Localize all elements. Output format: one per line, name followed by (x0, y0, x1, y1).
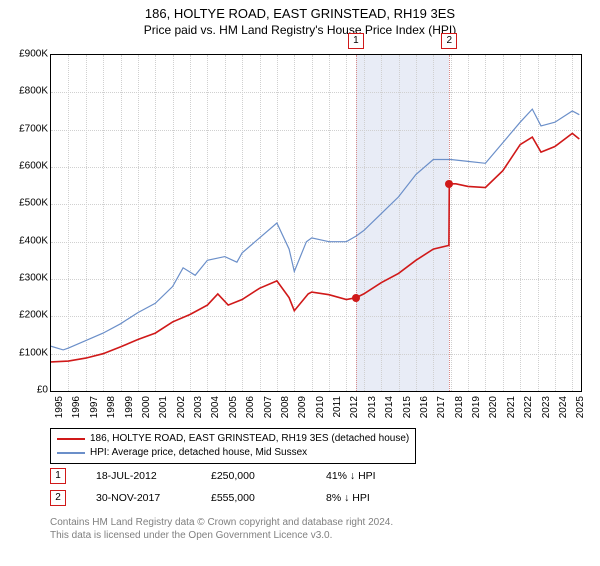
x-tick-label: 2025 (575, 396, 586, 418)
event-date: 18-JUL-2012 (96, 470, 181, 482)
event-row-2: 2 30-NOV-2017 £555,000 8% ↓ HPI (50, 490, 411, 506)
x-tick-label: 2018 (454, 396, 465, 418)
series-hpi (51, 109, 579, 350)
x-tick-label: 1997 (89, 396, 100, 418)
y-tick-label: £800K (2, 86, 48, 97)
x-tick-label: 2001 (158, 396, 169, 418)
event-delta: 8% ↓ HPI (326, 492, 411, 504)
y-tick-label: £400K (2, 235, 48, 246)
x-tick-label: 2014 (384, 396, 395, 418)
price-chart: 12 (50, 54, 582, 392)
x-tick-label: 2020 (488, 396, 499, 418)
footer-licence: This data is licensed under the Open Gov… (50, 529, 393, 542)
sale-dot-2 (445, 180, 453, 188)
chart-lines (51, 55, 581, 391)
x-tick-label: 2019 (471, 396, 482, 418)
sale-dot-1 (352, 294, 360, 302)
x-tick-label: 2000 (141, 396, 152, 418)
x-tick-label: 2006 (245, 396, 256, 418)
legend-swatch (57, 452, 85, 454)
footer-copyright: Contains HM Land Registry data © Crown c… (50, 516, 393, 529)
event-box: 1 (50, 468, 66, 484)
x-tick-label: 2007 (263, 396, 274, 418)
title-subtitle: Price paid vs. HM Land Registry's House … (0, 23, 600, 37)
x-tick-label: 2003 (193, 396, 204, 418)
event-date: 30-NOV-2017 (96, 492, 181, 504)
x-tick-label: 1998 (106, 396, 117, 418)
title-address: 186, HOLTYE ROAD, EAST GRINSTEAD, RH19 3… (0, 6, 600, 21)
x-tick-label: 1996 (71, 396, 82, 418)
x-tick-label: 2015 (402, 396, 413, 418)
x-tick-label: 2022 (523, 396, 534, 418)
y-tick-label: £700K (2, 123, 48, 134)
y-tick-label: £900K (2, 49, 48, 60)
event-box: 2 (50, 490, 66, 506)
legend-row: HPI: Average price, detached house, Mid … (57, 446, 409, 460)
x-tick-label: 2004 (210, 396, 221, 418)
marker-box-2: 2 (441, 33, 457, 49)
legend-swatch (57, 438, 85, 440)
x-tick-label: 2002 (176, 396, 187, 418)
y-tick-label: £0 (2, 385, 48, 396)
x-tick-label: 1995 (54, 396, 65, 418)
x-tick-label: 1999 (124, 396, 135, 418)
event-price: £250,000 (211, 470, 296, 482)
x-tick-label: 2017 (436, 396, 447, 418)
x-tick-label: 2021 (506, 396, 517, 418)
legend: 186, HOLTYE ROAD, EAST GRINSTEAD, RH19 3… (50, 428, 416, 464)
legend-label: HPI: Average price, detached house, Mid … (90, 446, 307, 460)
x-tick-label: 2013 (367, 396, 378, 418)
x-tick-label: 2016 (419, 396, 430, 418)
chart-title: 186, HOLTYE ROAD, EAST GRINSTEAD, RH19 3… (0, 6, 600, 37)
legend-row: 186, HOLTYE ROAD, EAST GRINSTEAD, RH19 3… (57, 432, 409, 446)
marker-box-1: 1 (348, 33, 364, 49)
x-tick-label: 2012 (349, 396, 360, 418)
x-tick-label: 2011 (332, 396, 343, 418)
y-tick-label: £200K (2, 310, 48, 321)
series-price_paid (51, 133, 579, 362)
footer: Contains HM Land Registry data © Crown c… (50, 516, 393, 542)
y-tick-label: £600K (2, 161, 48, 172)
x-tick-label: 2008 (280, 396, 291, 418)
x-tick-label: 2005 (228, 396, 239, 418)
x-tick-label: 2010 (315, 396, 326, 418)
x-tick-label: 2024 (558, 396, 569, 418)
x-tick-label: 2023 (541, 396, 552, 418)
event-row-1: 1 18-JUL-2012 £250,000 41% ↓ HPI (50, 468, 411, 484)
sale-events: 1 18-JUL-2012 £250,000 41% ↓ HPI 2 30-NOV-201… (50, 468, 411, 512)
y-tick-label: £500K (2, 198, 48, 209)
x-tick-label: 2009 (297, 396, 308, 418)
y-tick-label: £300K (2, 273, 48, 284)
event-price: £555,000 (211, 492, 296, 504)
legend-label: 186, HOLTYE ROAD, EAST GRINSTEAD, RH19 3… (90, 432, 409, 446)
event-delta: 41% ↓ HPI (326, 470, 411, 482)
y-tick-label: £100K (2, 347, 48, 358)
